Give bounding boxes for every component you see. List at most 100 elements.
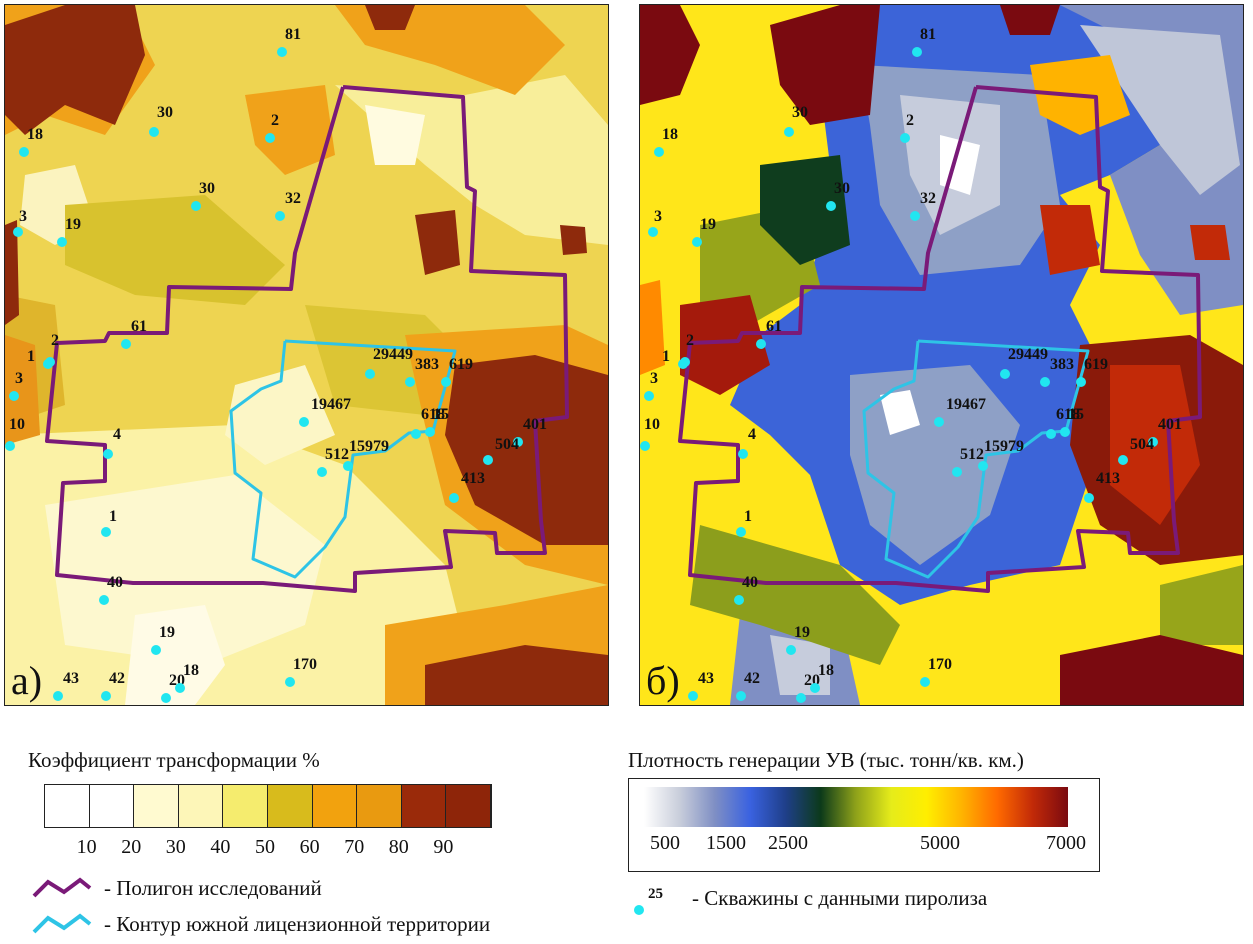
map-a-well-marker xyxy=(103,449,113,459)
map-b-well-label: 43 xyxy=(698,670,714,687)
map-a-well-label: 43 xyxy=(63,670,79,687)
well-symbol xyxy=(634,905,644,915)
map-a-well-label: 30 xyxy=(199,180,215,197)
map-a-well-label: 19467 xyxy=(311,396,351,413)
map-a-well-marker xyxy=(483,455,493,465)
map-a-well-marker xyxy=(13,227,23,237)
map-b-well-marker xyxy=(644,391,654,401)
map-a-well-label: 61 xyxy=(131,318,147,335)
map-a-well-label: 18 xyxy=(27,126,43,143)
map-a-well-marker xyxy=(275,211,285,221)
density-legend-title: Плотность генерации УВ (тыс. тонн/кв. км… xyxy=(628,748,1024,772)
transform-tick-label: 40 xyxy=(210,836,231,858)
transform-tick-label: 30 xyxy=(165,836,186,858)
map-b-well-label: 19 xyxy=(700,216,716,233)
density-tick-label: 5000 xyxy=(920,832,960,854)
map-b-well-marker xyxy=(648,227,658,237)
map-a-well-marker xyxy=(285,677,295,687)
map-a-well-marker xyxy=(343,461,353,471)
well-symbol-number: 25 xyxy=(648,886,663,902)
map-b-well-label: 40 xyxy=(742,574,758,591)
map-a-well-marker xyxy=(9,391,19,401)
map-a-well-marker xyxy=(277,47,287,57)
density-tick-label: 2500 xyxy=(768,832,808,854)
map-a-well-label: 619 xyxy=(449,356,473,373)
map-a-well-label: 3 xyxy=(19,208,27,225)
map-a-well-marker xyxy=(57,237,67,247)
map-b-well-marker xyxy=(810,683,820,693)
map-b-well-label: 383 xyxy=(1050,356,1074,373)
map-a-well-marker xyxy=(365,369,375,379)
map-b-well-marker xyxy=(900,133,910,143)
map-a-well-marker xyxy=(449,493,459,503)
map-a-well-label: 512 xyxy=(325,446,349,463)
map-b-well-label: 504 xyxy=(1130,436,1154,453)
map-a-well-label: 1 xyxy=(27,348,35,365)
map-b-well-label: 2 xyxy=(686,332,694,349)
map-a-well-label: 4 xyxy=(113,426,121,443)
transform-scale-cell xyxy=(89,785,135,827)
transformation-coefficient-map: а) 81 30 18 2 30 32 3 19 61 2 1 3 10 29449 383 619 19467… xyxy=(4,4,609,706)
map-a-well-label: 40 xyxy=(107,574,123,591)
license-symbol xyxy=(32,913,92,934)
license-legend-label: - Контур южной лицензионной территории xyxy=(104,912,491,936)
transform-legend-title: Коэффициент трансформации % xyxy=(28,748,320,772)
map-a-well-marker xyxy=(441,377,451,387)
map-b-well-marker xyxy=(796,693,806,703)
map-b-well-label: 29449 xyxy=(1008,346,1048,363)
map-a-well-label: 401 xyxy=(523,416,547,433)
map-a-well-marker xyxy=(411,429,421,439)
density-color-scale xyxy=(644,787,1068,827)
map-b-well-marker xyxy=(1040,377,1050,387)
transform-color-scale xyxy=(44,784,492,828)
map-b-well-marker xyxy=(934,417,944,427)
map-b-well-marker xyxy=(756,339,766,349)
map-a-well-marker xyxy=(149,127,159,137)
map-a-well-label: 81 xyxy=(285,26,301,43)
map-b-well-label: 10 xyxy=(644,416,660,433)
map-a-well-label: 10 xyxy=(9,416,25,433)
polygon-symbol xyxy=(32,877,92,898)
map-b-well-marker xyxy=(736,691,746,701)
study-polygon xyxy=(45,85,569,593)
density-tick-label: 1500 xyxy=(706,832,746,854)
map-a-well-marker xyxy=(265,133,275,143)
well-legend-label: - Скважины с данными пиролиза xyxy=(692,886,988,910)
map-a-well-marker xyxy=(425,427,435,437)
transform-scale-cell xyxy=(134,785,179,827)
map-b-well-label: 15 xyxy=(1068,406,1084,423)
map-a-well-marker xyxy=(5,441,15,451)
map-b-well-label: 30 xyxy=(834,180,850,197)
map-a-well-label: 32 xyxy=(285,190,301,207)
map-b-well-label: 413 xyxy=(1096,470,1120,487)
map-b-well-marker xyxy=(784,127,794,137)
map-b-well-marker xyxy=(1000,369,1010,379)
map-a-well-marker xyxy=(175,683,185,693)
transform-scale-cell xyxy=(446,785,491,827)
panel-label-a: а) xyxy=(11,658,43,703)
transform-scale-cell xyxy=(223,785,268,827)
map-a-well-label: 15 xyxy=(433,406,449,423)
map-b-well-marker xyxy=(654,147,664,157)
map-b-well-marker xyxy=(680,357,690,367)
map-a-well-marker xyxy=(405,377,415,387)
map-a-well-marker xyxy=(101,691,111,701)
map-a-well-label: 170 xyxy=(293,656,317,673)
map-a-well-marker xyxy=(101,527,111,537)
transform-scale-cell xyxy=(357,785,402,827)
transform-scale-cell xyxy=(268,785,313,827)
transform-tick-label: 80 xyxy=(388,836,409,858)
map-b-well-label: 61 xyxy=(766,318,782,335)
map-a-well-label: 618 xyxy=(421,406,445,423)
map-b-well-marker xyxy=(640,441,650,451)
map-a-well-marker xyxy=(317,467,327,477)
license-contour xyxy=(229,339,457,579)
map-b-well-label: 618 xyxy=(1056,406,1080,423)
density-tick-label: 7000 xyxy=(1046,832,1086,854)
map-b-well-label: 32 xyxy=(920,190,936,207)
map-a-well-label: 19 xyxy=(159,624,175,641)
map-a-well-marker xyxy=(121,339,131,349)
map-a-well-label: 1 xyxy=(109,508,117,525)
map-b-well-label: 3 xyxy=(650,370,658,387)
map-b-well-label: 1 xyxy=(662,348,670,365)
